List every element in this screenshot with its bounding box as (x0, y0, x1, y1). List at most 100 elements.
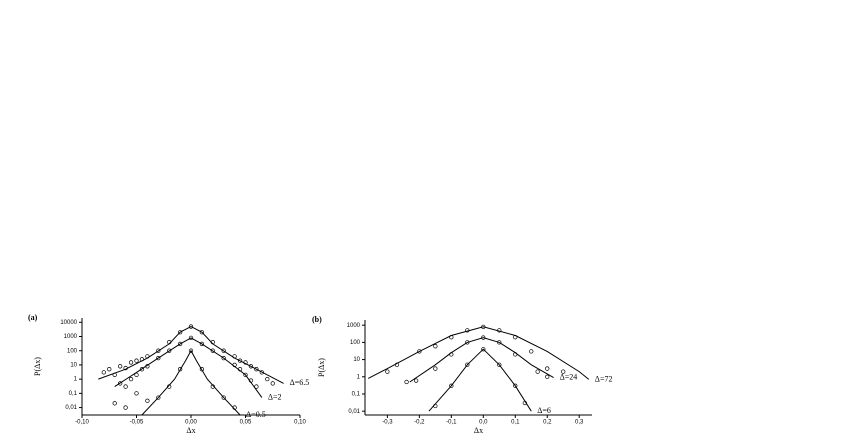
data-point (465, 328, 470, 333)
series-label: Δ=2 (268, 392, 282, 401)
y-tick-label: 0,1 (352, 392, 361, 398)
data-point (481, 335, 486, 340)
x-tick-label: 0,10 (294, 420, 306, 426)
data-point (156, 348, 161, 353)
data-point (449, 352, 454, 357)
y-tick-label: 100 (67, 348, 78, 354)
data-point (417, 349, 422, 354)
y-axis-label: P(Δx) (317, 358, 326, 377)
data-point (167, 340, 172, 345)
data-point (254, 384, 259, 389)
data-point (177, 330, 183, 335)
data-point (177, 341, 183, 347)
data-point (535, 369, 540, 374)
data-point (497, 362, 502, 367)
x-tick-label: -0,05 (130, 420, 144, 426)
data-point (497, 328, 502, 333)
data-point (134, 358, 139, 363)
data-point (221, 355, 226, 361)
data-point (522, 400, 528, 406)
x-tick-label: 0,3 (575, 420, 584, 426)
data-point (404, 379, 409, 385)
data-point (210, 340, 215, 345)
data-point (221, 395, 226, 400)
data-point (465, 340, 470, 345)
data-point (394, 362, 400, 367)
data-point (529, 349, 534, 354)
data-point (232, 362, 237, 368)
panel-label: (b) (312, 315, 322, 324)
y-tick-label: 1000 (64, 334, 78, 340)
data-point (237, 367, 243, 372)
data-point (177, 367, 183, 372)
x-tick-label: 0,0 (479, 420, 488, 426)
data-point (128, 360, 134, 365)
data-point (513, 335, 518, 340)
series-label: Δ=72 (595, 374, 613, 383)
y-axis-label: P(Δx) (33, 357, 42, 376)
data-point (107, 367, 112, 372)
x-tick-label: -0,1 (446, 420, 457, 426)
data-point (156, 355, 161, 361)
data-point (123, 405, 128, 410)
data-point (433, 366, 438, 371)
data-point (123, 384, 128, 389)
data-point (112, 372, 117, 378)
data-point (139, 367, 145, 372)
data-point (128, 376, 134, 382)
data-point (167, 348, 172, 353)
y-tick-label: 10 (353, 357, 360, 363)
data-point (123, 365, 128, 371)
data-point (156, 395, 161, 400)
data-point (134, 372, 139, 378)
data-point (117, 381, 123, 386)
data-point (210, 348, 215, 353)
data-point (199, 330, 205, 335)
data-point (145, 354, 150, 359)
data-point (221, 348, 226, 353)
data-point (465, 362, 470, 367)
data-point (199, 367, 205, 372)
fit-curve (367, 326, 590, 380)
data-point (449, 335, 454, 340)
data-point (188, 324, 194, 329)
x-axis-label: Δx (474, 426, 483, 435)
data-point (270, 381, 275, 386)
data-point (145, 364, 150, 369)
data-point (254, 367, 259, 372)
fit-curve (409, 337, 554, 383)
data-point (232, 354, 237, 359)
y-tick-label: 1 (357, 374, 361, 380)
data-point (259, 370, 265, 375)
fit-curve (98, 326, 284, 384)
series-label: Δ=0.5 (246, 410, 266, 419)
y-tick-label: 100 (350, 340, 361, 346)
series-label: Δ=24 (560, 372, 578, 381)
y-tick-label: 10000 (60, 320, 77, 326)
series-label: Δ=6.5 (290, 378, 310, 387)
data-point (210, 384, 215, 389)
fit-curve (428, 348, 532, 412)
data-point (433, 403, 438, 409)
data-point (139, 357, 145, 362)
data-point (433, 344, 438, 349)
data-point (481, 324, 486, 329)
data-point (497, 340, 502, 345)
data-point (243, 372, 248, 378)
data-point (199, 341, 205, 347)
data-point (561, 369, 566, 374)
y-tick-label: 1 (74, 377, 78, 383)
data-point (145, 398, 150, 403)
data-point (117, 364, 123, 369)
y-tick-label: 0,1 (69, 391, 78, 397)
data-point (167, 384, 172, 389)
data-point (414, 378, 419, 383)
y-tick-label: 1000 (347, 323, 361, 329)
x-tick-label: -0,3 (382, 420, 393, 426)
y-tick-label: 0,01 (65, 405, 77, 411)
data-point (232, 405, 237, 410)
x-tick-label: 0,2 (543, 420, 552, 426)
x-tick-label: 0,1 (511, 420, 520, 426)
data-point (513, 352, 518, 357)
